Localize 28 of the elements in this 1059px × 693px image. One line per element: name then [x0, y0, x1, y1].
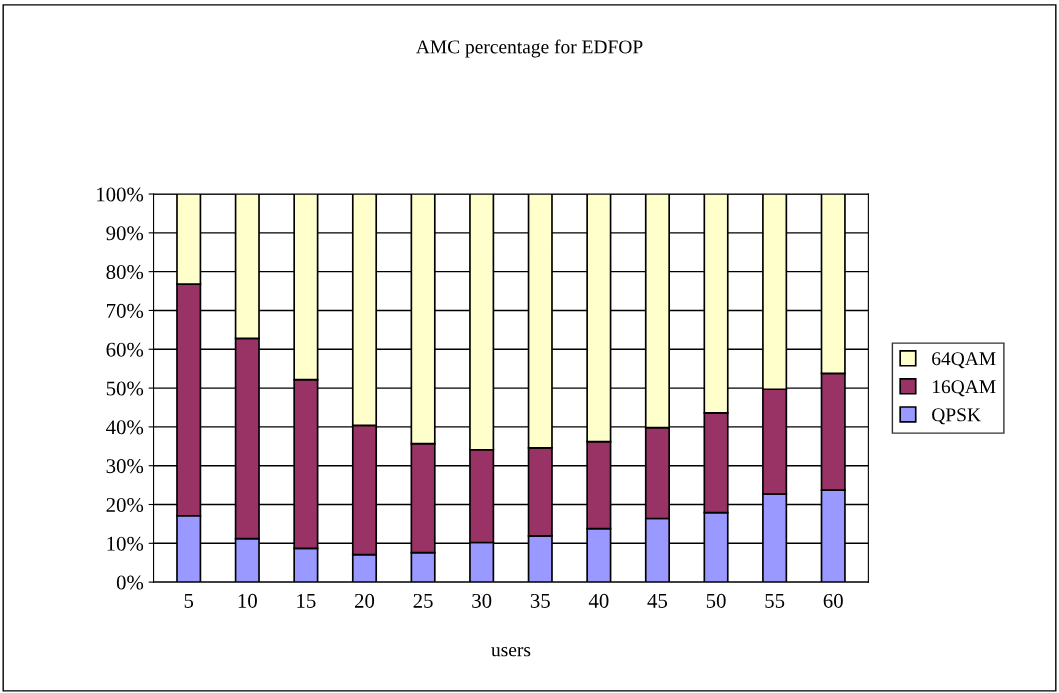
- y-tick-label: 10%: [107, 536, 144, 551]
- x-tick-label: 55: [765, 594, 785, 608]
- y-tick-label: 30%: [106, 459, 144, 474]
- y-tick-label: 20%: [106, 497, 144, 513]
- x-tick-label: 5: [184, 594, 194, 608]
- x-tick-label: 40: [588, 593, 609, 608]
- x-tick-label: 35: [530, 593, 550, 608]
- y-tick-label: 50%: [106, 381, 144, 396]
- legend-label: 64QAM: [932, 352, 996, 369]
- x-tick-label: 25: [413, 593, 433, 608]
- x-tick-label: 50: [706, 593, 726, 608]
- y-tick-label: 80%: [106, 265, 144, 280]
- x-tick-label: 15: [297, 593, 316, 608]
- chart-title: AMC percentage for EDFOP: [416, 39, 643, 58]
- y-tick-label: 90%: [106, 226, 144, 241]
- y-tick-label: 100%: [97, 187, 144, 202]
- x-tick-label: 20: [354, 593, 375, 608]
- y-tick-label: 40%: [106, 420, 144, 435]
- x-axis-title: users: [491, 647, 531, 657]
- legend-label: 16QAM: [933, 380, 996, 397]
- y-tick-label: 70%: [107, 303, 144, 318]
- x-tick-label: 45: [647, 593, 668, 608]
- x-tick-label: 10: [238, 593, 257, 608]
- legend-label: QPSK: [932, 408, 981, 425]
- y-tick-label: 60%: [106, 342, 144, 357]
- x-tick-label: 60: [823, 593, 843, 608]
- y-tick-label: 0%: [116, 575, 144, 590]
- x-tick-label: 30: [472, 593, 492, 608]
